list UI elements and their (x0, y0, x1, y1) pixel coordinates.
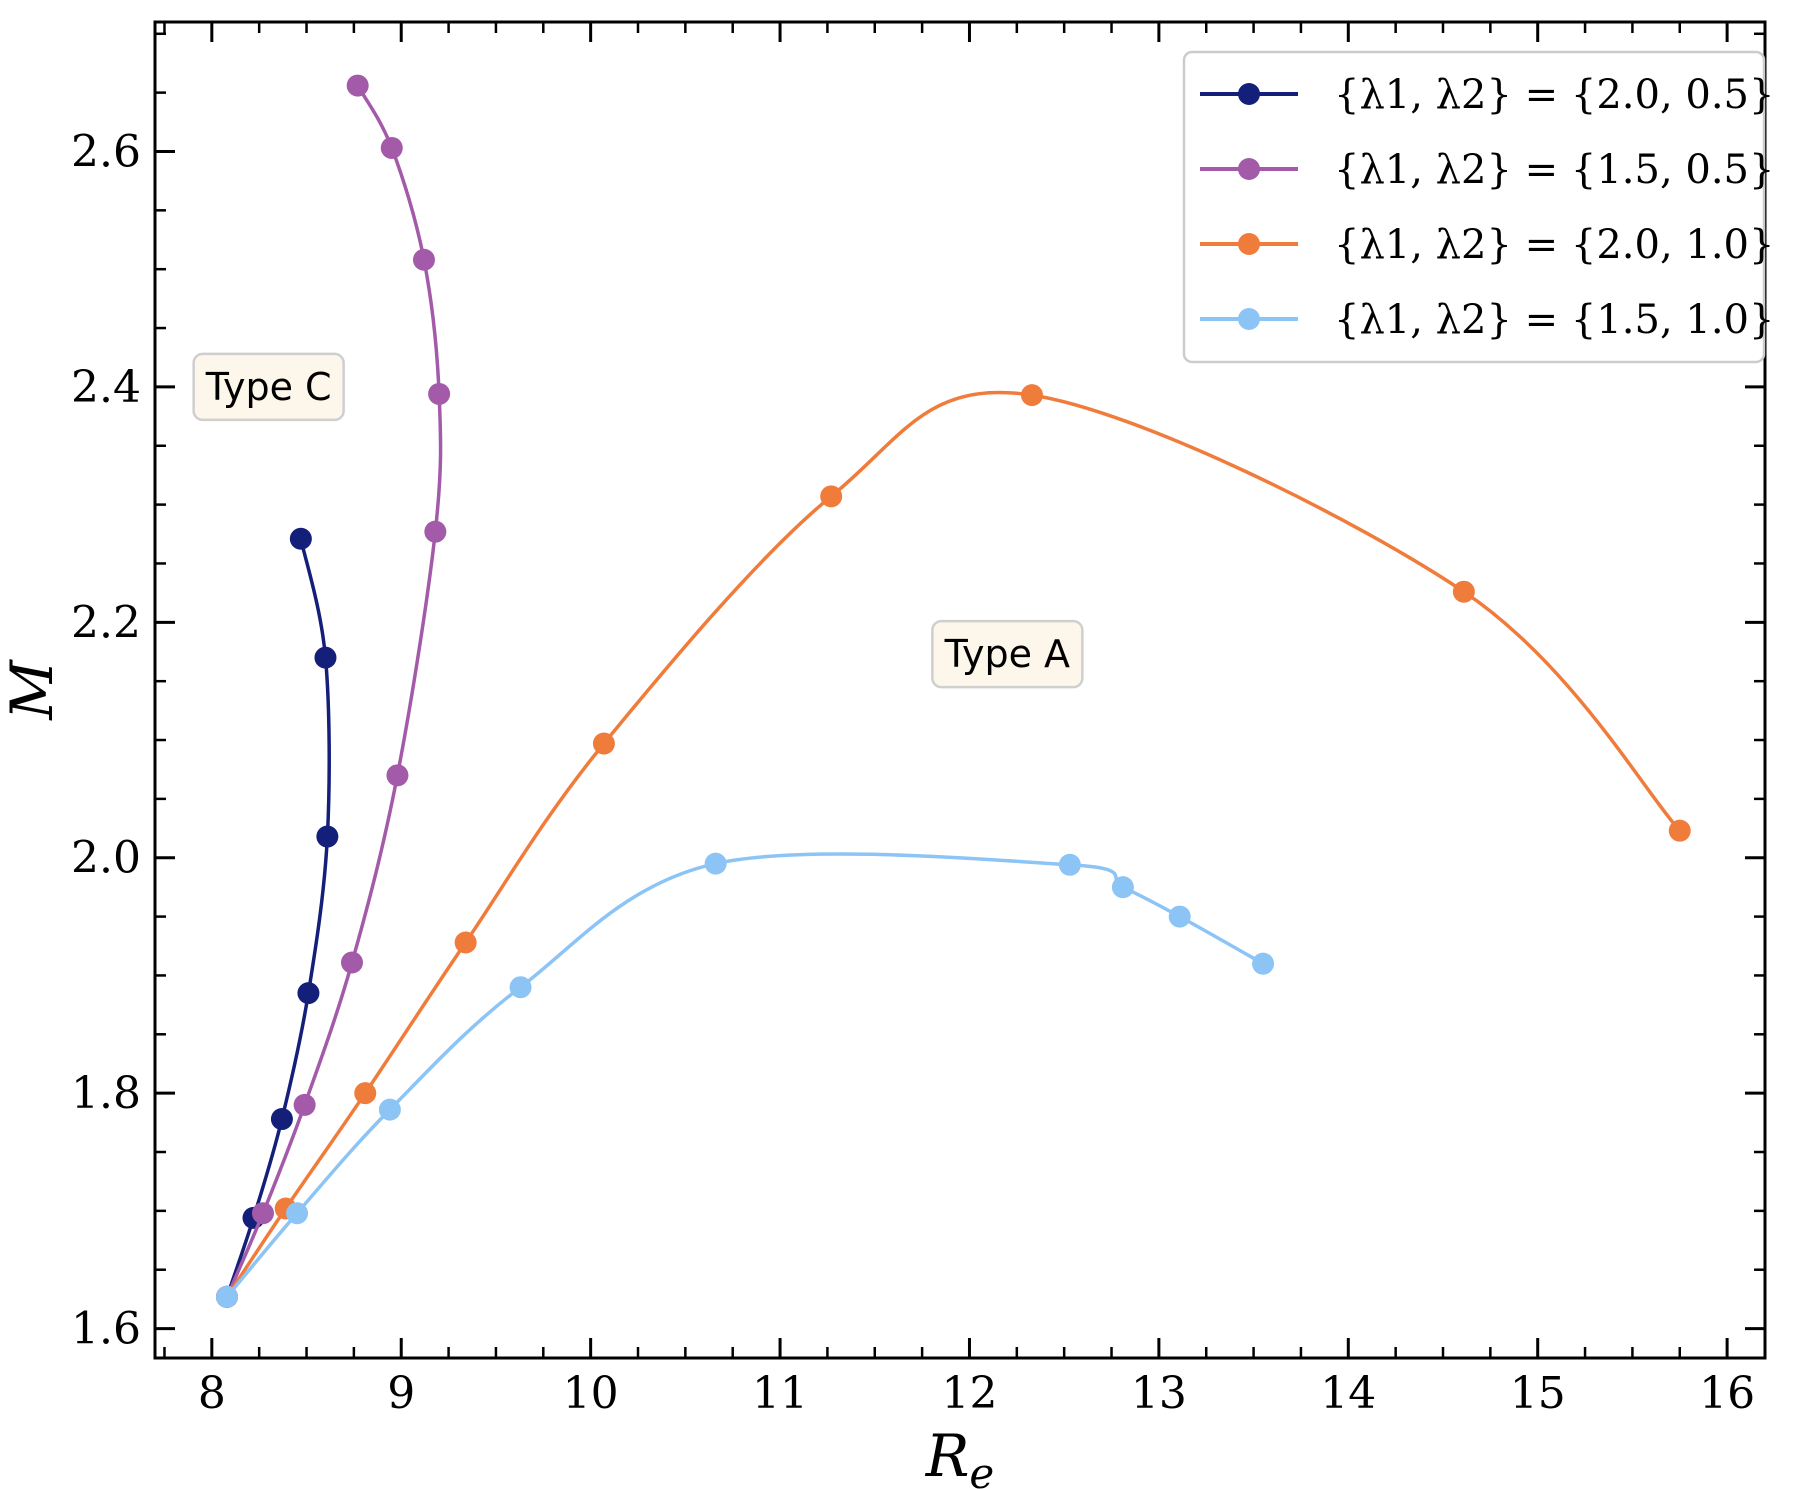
legend-marker-0 (1238, 83, 1260, 105)
legend-label-2: {λ1, λ2} = {2.0, 1.0} (1334, 222, 1774, 268)
x-tick-label: 13 (1131, 1368, 1187, 1419)
data-point-s1-8 (380, 136, 403, 159)
x-tick-label: 16 (1699, 1368, 1755, 1419)
data-point-s1-3 (340, 951, 363, 974)
x-axis-label: Re (925, 1422, 995, 1489)
data-point-s0-5 (314, 646, 337, 669)
y-tick-label: 1.8 (71, 1068, 141, 1119)
data-point-s0-6 (289, 527, 312, 550)
data-point-s0-4 (316, 825, 339, 848)
y-axis-label: M (0, 659, 66, 721)
series-line-0 (225, 538, 331, 1298)
data-point-s3-2 (378, 1098, 401, 1121)
data-point-s3-8 (1252, 952, 1275, 975)
data-point-s3-5 (1058, 853, 1081, 876)
series-line-1 (225, 84, 443, 1298)
data-point-s2-7 (1452, 580, 1475, 603)
y-tick-label: 2.0 (71, 833, 141, 884)
x-tick-label: 11 (752, 1368, 808, 1419)
y-tick-label: 2.2 (71, 597, 141, 648)
y-tick-label: 1.6 (71, 1304, 141, 1355)
y-tick-label: 2.4 (71, 362, 141, 413)
annotation-box-1 (931, 619, 1084, 689)
annotation-label-0: Type C (205, 365, 332, 409)
legend-marker-1 (1238, 158, 1260, 180)
series-line-3 (225, 852, 1264, 1298)
legend-label-3: {λ1, λ2} = {1.5, 1.0} (1334, 297, 1774, 343)
data-point-s3-1 (286, 1202, 309, 1225)
x-tick-label: 12 (941, 1368, 997, 1419)
data-point-s3-3 (509, 976, 532, 999)
y-tick-label: 2.6 (71, 126, 141, 177)
data-point-s0-2 (270, 1108, 293, 1131)
data-point-s1-9 (346, 74, 369, 97)
data-point-s3-6 (1111, 876, 1134, 899)
data-point-s3-7 (1168, 905, 1191, 928)
annotation-label-1: Type A (944, 632, 1070, 676)
x-tick-label: 8 (198, 1368, 226, 1419)
x-tick-label: 9 (387, 1368, 415, 1419)
data-point-s2-8 (1668, 819, 1691, 842)
data-point-s2-6 (1020, 384, 1043, 407)
data-point-s1-2 (293, 1093, 316, 1116)
legend-label-1: {λ1, λ2} = {1.5, 0.5} (1334, 147, 1774, 193)
data-point-s3-0 (215, 1285, 238, 1308)
legend-marker-2 (1238, 233, 1260, 255)
x-tick-label: 15 (1510, 1368, 1566, 1419)
ticks-layer: 8 9 10 11 12 13 14 15 16 1.6 1.8 2.0 2.2 2.4 2.6 (71, 22, 1765, 1419)
x-tick-label: 14 (1320, 1368, 1376, 1419)
data-point-s2-5 (820, 485, 843, 508)
x-axis-label-main: R (925, 1422, 970, 1489)
data-point-s2-2 (354, 1082, 377, 1105)
data-point-s1-1 (251, 1202, 274, 1225)
series-line-2 (225, 390, 1682, 1298)
annotations-layer: Type C Type A (192, 352, 1084, 689)
legend: {λ1, λ2} = {2.0, 0.5} {λ1, λ2} = {1.5, 0.… (1182, 50, 1774, 364)
series-layer (215, 74, 1691, 1308)
data-point-s1-4 (386, 764, 409, 787)
data-point-s1-7 (412, 248, 435, 271)
plot-frame (153, 20, 1767, 1360)
annotation-box-0 (192, 352, 345, 422)
data-point-s3-4 (704, 852, 727, 875)
legend-marker-3 (1238, 308, 1260, 330)
data-point-s1-6 (428, 382, 451, 405)
legend-box (1182, 50, 1766, 364)
data-point-s2-3 (454, 931, 477, 954)
x-axis-label-sub: e (969, 1449, 994, 1489)
legend-label-0: {λ1, λ2} = {2.0, 0.5} (1334, 72, 1774, 118)
data-point-s0-3 (297, 982, 320, 1005)
data-point-s1-5 (424, 520, 447, 543)
x-tick-label: 10 (563, 1368, 619, 1419)
data-point-s2-4 (592, 732, 615, 755)
